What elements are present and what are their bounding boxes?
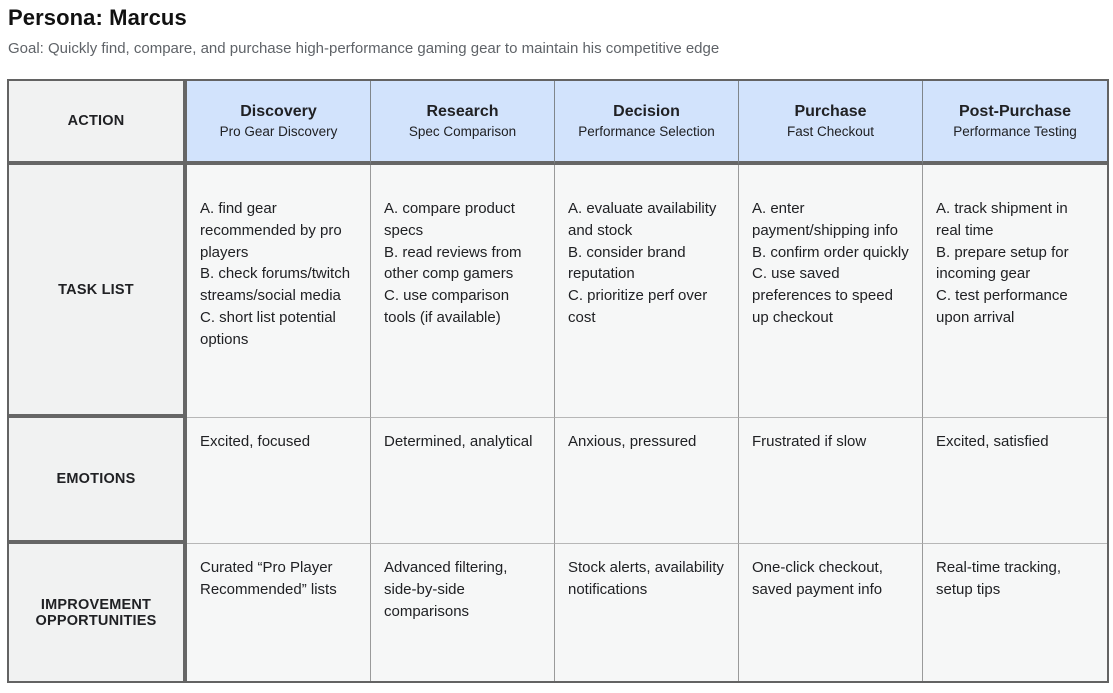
improvement-text: Advanced filtering, side-by-side compari… (384, 559, 508, 620)
stage-subtitle: Pro Gear Discovery (219, 124, 338, 139)
task-item: A. enter payment/shipping info (752, 200, 898, 239)
task-item: B. consider brand reputation (568, 243, 686, 283)
task-item: B. check forums/twitch streams/social me… (200, 265, 351, 304)
improvement-text: One-click checkout, saved payment info (752, 559, 883, 598)
row-label-improvement-opportunities: IMPROVEMENT OPPORTUNITIES (9, 544, 187, 681)
task-list: A. compare product specs B. read reviews… (371, 165, 554, 339)
emotion-text: Excited, focused (200, 433, 311, 450)
emotion-cell-purchase: Frustrated if slow (739, 418, 923, 544)
stage-header-research: Research Spec Comparison (371, 81, 555, 165)
stage-header-purchase: Purchase Fast Checkout (739, 81, 923, 165)
stage-name: Research (426, 103, 499, 120)
improvement-text: Real-time tracking, setup tips (936, 559, 1062, 598)
task-item: A. compare product specs (384, 200, 515, 239)
emotion-cell-decision: Anxious, pressured (555, 418, 739, 544)
emotion-text: Determined, analytical (384, 433, 533, 450)
emotion-cell-post-purchase: Excited, satisfied (923, 418, 1107, 544)
task-cell-decision: A. evaluate availability and stock B. co… (555, 165, 739, 418)
stage-subtitle: Performance Selection (578, 124, 715, 139)
journey-map-table: ACTION Discovery Pro Gear Discovery Rese… (7, 79, 1109, 683)
stage-name: Decision (613, 103, 680, 120)
improvement-cell-discovery: Curated “Pro Player Recommended” lists (187, 544, 371, 681)
task-item: A. find gear recommended by pro players (200, 200, 342, 261)
task-item: B. read reviews from other comp gamers (384, 243, 522, 283)
stage-header-discovery: Discovery Pro Gear Discovery (187, 81, 371, 165)
task-item: C. test performance upon arrival (936, 287, 1068, 326)
stage-name: Purchase (794, 103, 867, 120)
task-item: C. prioritize perf over cost (568, 287, 708, 326)
improvement-text: Stock alerts, availability notifications (568, 559, 724, 598)
emotion-text: Excited, satisfied (936, 433, 1049, 450)
improvement-cell-research: Advanced filtering, side-by-side compari… (371, 544, 555, 681)
persona-goal: Goal: Quickly find, compare, and purchas… (8, 40, 720, 57)
task-item: B. prepare setup for incoming gear (936, 243, 1069, 283)
emotion-text: Frustrated if slow (752, 433, 867, 450)
improvement-cell-decision: Stock alerts, availability notifications (555, 544, 739, 681)
page-title: Persona: Marcus (8, 5, 187, 30)
task-item: A. track shipment in real time (936, 200, 1068, 239)
improvement-text: Curated “Pro Player Recommended” lists (200, 559, 337, 598)
row-label-action: ACTION (9, 81, 187, 165)
stage-name: Discovery (240, 103, 317, 120)
task-list: A. enter payment/shipping info B. confir… (739, 165, 922, 339)
task-cell-discovery: A. find gear recommended by pro players … (187, 165, 371, 418)
task-item: C. use comparison tools (if available) (384, 287, 510, 326)
improvement-cell-purchase: One-click checkout, saved payment info (739, 544, 923, 681)
emotion-cell-research: Determined, analytical (371, 418, 555, 544)
row-label-task-list: TASK LIST (9, 165, 187, 418)
emotion-text: Anxious, pressured (568, 433, 697, 450)
page-header: Persona: Marcus Goal: Quickly find, comp… (0, 0, 1113, 57)
task-list: A. find gear recommended by pro players … (187, 165, 370, 360)
task-list: A. track shipment in real time B. prepar… (923, 165, 1107, 339)
stage-name: Post-Purchase (958, 103, 1072, 120)
row-label-emotions: EMOTIONS (9, 418, 187, 544)
stage-header-decision: Decision Performance Selection (555, 81, 739, 165)
stage-subtitle: Spec Comparison (408, 124, 517, 139)
task-item: C. short list potential options (200, 308, 336, 348)
stage-header-post-purchase: Post-Purchase Performance Testing (923, 81, 1107, 165)
task-list: A. evaluate availability and stock B. co… (555, 165, 738, 339)
emotion-cell-discovery: Excited, focused (187, 418, 371, 544)
task-cell-post-purchase: A. track shipment in real time B. prepar… (923, 165, 1107, 418)
task-item: B. confirm order quickly (752, 243, 909, 261)
task-cell-purchase: A. enter payment/shipping info B. confir… (739, 165, 923, 418)
task-item: A. evaluate availability and stock (568, 200, 717, 239)
stage-subtitle: Performance Testing (953, 124, 1077, 139)
task-item: C. use saved preferences to speed up che… (752, 265, 893, 326)
task-cell-research: A. compare product specs B. read reviews… (371, 165, 555, 418)
stage-subtitle: Fast Checkout (786, 124, 875, 139)
improvement-cell-post-purchase: Real-time tracking, setup tips (923, 544, 1107, 681)
